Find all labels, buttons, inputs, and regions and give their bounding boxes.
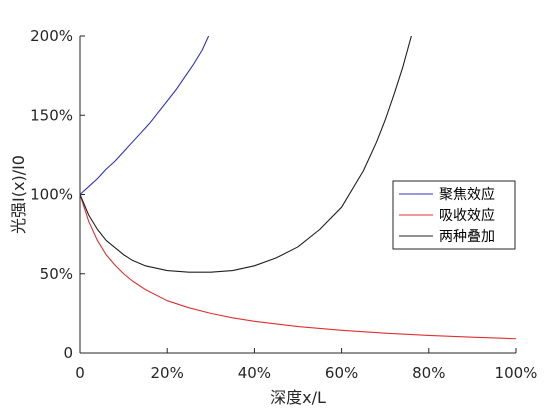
x-axis-title: 深度x/L [270,388,326,407]
x-tick-label: 40% [238,364,271,382]
legend-label: 吸收效应 [439,207,495,224]
series-line-2 [79,194,517,340]
y-tick-label: 150% [30,106,73,124]
legend-label: 两种叠加 [439,229,495,245]
x-tick-label: 0 [75,364,85,382]
x-tick-label: 60% [325,364,358,382]
series-line-3 [79,35,412,273]
axes: 0 20% 40% 60% 80% 100% 0 50% 100% 150% 200% [30,27,537,382]
x-tick-label: 20% [151,364,184,382]
y-tick-label: 200% [30,27,73,45]
y-axis-title: 光强I(x)/I0 [9,155,28,234]
x-tick-label: 100% [495,364,538,382]
series-line-1 [79,35,210,195]
series-layer [79,35,517,340]
y-tick-label: 0 [63,344,73,362]
y-tick-label: 100% [30,186,73,204]
legend-label: 聚焦效应 [439,186,495,203]
y-tick-label: 50% [40,265,73,283]
x-tick-label: 80% [412,364,445,382]
